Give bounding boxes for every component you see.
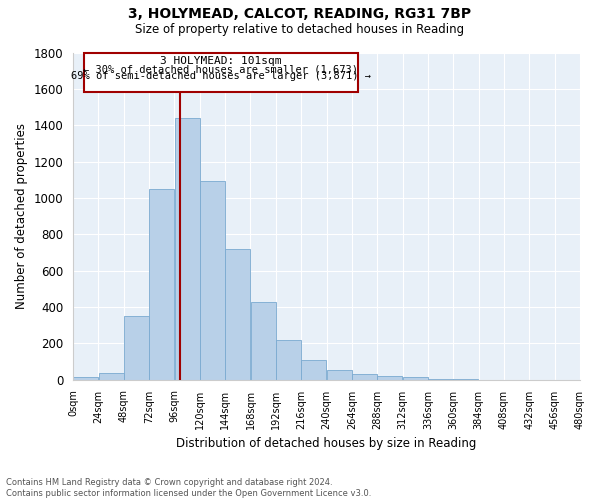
Bar [403,377,428,380]
FancyBboxPatch shape [83,52,358,92]
Text: Contains HM Land Registry data © Crown copyright and database right 2024.
Contai: Contains HM Land Registry data © Crown c… [6,478,371,498]
Bar [276,340,301,380]
Bar [124,316,149,380]
Text: 3, HOLYMEAD, CALCOT, READING, RG31 7BP: 3, HOLYMEAD, CALCOT, READING, RG31 7BP [128,8,472,22]
Bar [73,377,98,380]
Text: ← 30% of detached houses are smaller (1,673): ← 30% of detached houses are smaller (1,… [83,64,358,74]
Bar [200,180,225,380]
Bar [225,249,250,380]
Bar [149,189,174,380]
Bar [251,302,275,380]
Bar [428,379,453,380]
Bar [301,360,326,380]
X-axis label: Distribution of detached houses by size in Reading: Distribution of detached houses by size … [176,437,477,450]
Text: 69% of semi-detached houses are larger (3,871) →: 69% of semi-detached houses are larger (… [71,71,371,81]
Text: Size of property relative to detached houses in Reading: Size of property relative to detached ho… [136,22,464,36]
Y-axis label: Number of detached properties: Number of detached properties [15,123,28,309]
Text: 3 HOLYMEAD: 101sqm: 3 HOLYMEAD: 101sqm [160,56,281,66]
Bar [326,370,352,380]
Bar [377,376,403,380]
Bar [352,374,377,380]
Bar [175,118,200,380]
Bar [98,374,124,380]
